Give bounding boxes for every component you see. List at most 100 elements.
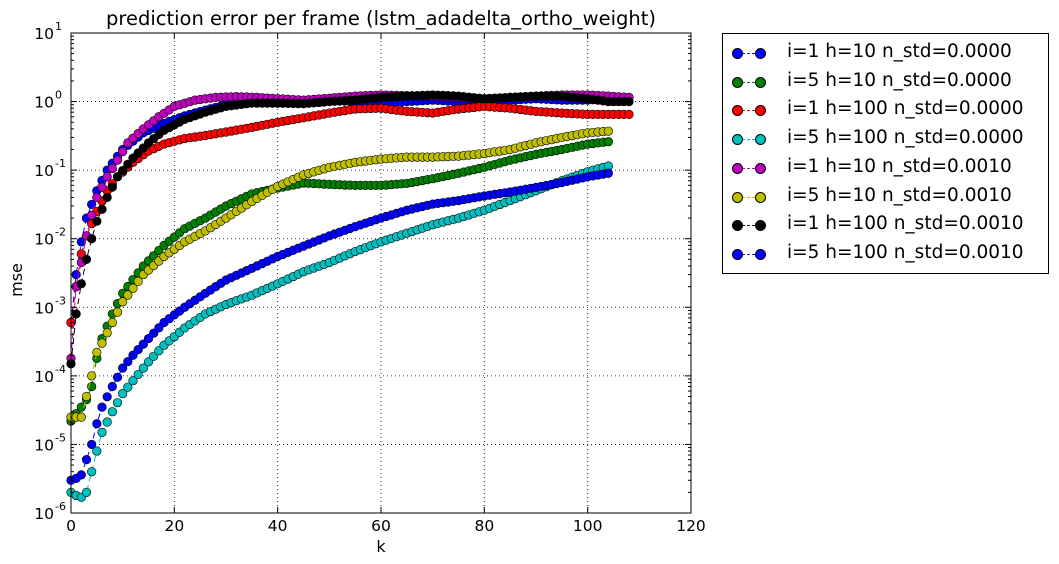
x-tick-label: 80 xyxy=(474,517,494,535)
data-point xyxy=(123,159,133,169)
data-point xyxy=(81,455,92,465)
data-point xyxy=(128,283,138,293)
legend-entry: i=5 h=100 n_std=0.0010 xyxy=(723,241,1048,269)
legend-line-swatch xyxy=(737,110,765,112)
data-point xyxy=(112,155,123,165)
data-point xyxy=(92,216,102,226)
legend-marker xyxy=(732,134,743,146)
legend-marker xyxy=(755,48,766,59)
legend-marker xyxy=(755,134,766,146)
x-tick-label: 40 xyxy=(268,517,288,535)
data-point xyxy=(97,402,107,412)
data-point xyxy=(107,182,117,192)
data-point xyxy=(107,163,117,174)
series-4 xyxy=(66,161,613,502)
series-6 xyxy=(66,126,613,422)
series-2 xyxy=(66,137,613,426)
data-point xyxy=(138,363,148,373)
data-point xyxy=(118,363,128,373)
series-8 xyxy=(66,168,613,485)
x-tick-label: 100 xyxy=(573,517,603,535)
data-point xyxy=(112,307,123,317)
data-point xyxy=(81,254,92,264)
legend-marker xyxy=(755,220,766,232)
data-point xyxy=(128,376,138,386)
legend-marker xyxy=(732,248,743,260)
x-tick-label: 20 xyxy=(164,517,184,535)
legend-label: i=1 h=100 n_std=0.0000 xyxy=(787,98,1024,120)
legend-label: i=1 h=100 n_std=0.0010 xyxy=(787,213,1024,235)
data-point xyxy=(133,369,143,380)
data-point xyxy=(87,234,97,244)
data-point xyxy=(624,96,634,107)
y-tick-exponent: -1 xyxy=(55,157,66,170)
series-7 xyxy=(66,90,634,369)
x-axis-label: k xyxy=(376,537,386,556)
legend-line-swatch xyxy=(737,167,765,169)
legend-label: i=1 h=10 n_std=0.0000 xyxy=(787,41,1012,62)
data-point xyxy=(76,237,86,247)
legend-marker xyxy=(755,162,766,174)
data-point xyxy=(107,407,117,417)
data-point xyxy=(118,389,128,399)
y-tick-label: 10 xyxy=(34,94,54,112)
y-tick-label: 10 xyxy=(34,368,54,386)
legend-label: i=5 h=10 n_std=0.0000 xyxy=(787,69,1012,91)
legend-entry: i=1 h=10 n_std=0.0000 xyxy=(723,40,1048,68)
legend-marker xyxy=(732,162,743,174)
data-point xyxy=(624,109,634,120)
data-point xyxy=(76,412,86,422)
legend-line-swatch xyxy=(737,81,765,83)
legend-marker xyxy=(732,48,743,59)
data-point xyxy=(87,467,97,477)
legend-marker xyxy=(755,191,766,203)
x-tick-label: 0 xyxy=(66,517,76,535)
data-point xyxy=(97,204,107,214)
legend-marker xyxy=(755,105,766,117)
data-point xyxy=(97,427,107,437)
y-tick-label: 10 xyxy=(34,436,54,454)
data-point xyxy=(87,371,97,381)
legend-line-swatch xyxy=(737,196,765,198)
data-point xyxy=(112,372,123,382)
series-line xyxy=(71,130,609,418)
data-point xyxy=(92,347,102,357)
y-tick-exponent: -3 xyxy=(55,294,66,307)
data-point xyxy=(76,470,86,480)
legend-entry: i=5 h=10 n_std=0.0010 xyxy=(723,184,1048,212)
y-tick-exponent: -5 xyxy=(55,431,66,444)
data-point xyxy=(92,419,102,429)
legend-line-swatch xyxy=(737,225,765,227)
chart-legend: i=1 h=10 n_std=0.0000 i=5 h=10 n_std=0.00… xyxy=(722,33,1049,274)
y-tick-exponent: -6 xyxy=(55,500,66,513)
y-tick-exponent: 0 xyxy=(55,89,62,102)
legend-line-swatch xyxy=(737,53,765,54)
legend-marker xyxy=(732,105,743,117)
legend-entry: i=1 h=10 n_std=0.0010 xyxy=(723,155,1048,183)
series-layer xyxy=(66,90,634,502)
data-point xyxy=(87,439,97,450)
legend-label: i=1 h=10 n_std=0.0010 xyxy=(787,155,1012,177)
data-point xyxy=(76,402,86,412)
data-point xyxy=(118,165,128,176)
data-point xyxy=(133,276,143,286)
legend-entry: i=1 h=100 n_std=0.0000 xyxy=(723,97,1048,125)
y-tick-label: 10 xyxy=(34,505,54,523)
legend-label: i=5 h=10 n_std=0.0010 xyxy=(787,184,1012,206)
data-point xyxy=(603,126,613,136)
tick-marks xyxy=(70,32,692,514)
y-tick-label: 10 xyxy=(34,25,54,43)
y-tick-label: 10 xyxy=(34,231,54,249)
data-point xyxy=(112,172,123,182)
data-point xyxy=(87,210,97,220)
data-point xyxy=(97,338,107,348)
y-tick-exponent: -4 xyxy=(55,363,66,376)
data-point xyxy=(92,446,102,456)
legend-line-swatch xyxy=(737,139,765,141)
data-point xyxy=(123,382,133,392)
data-point xyxy=(123,357,133,367)
data-point xyxy=(102,172,112,182)
data-point xyxy=(102,417,112,427)
legend-label: i=5 h=100 n_std=0.0000 xyxy=(787,127,1024,149)
